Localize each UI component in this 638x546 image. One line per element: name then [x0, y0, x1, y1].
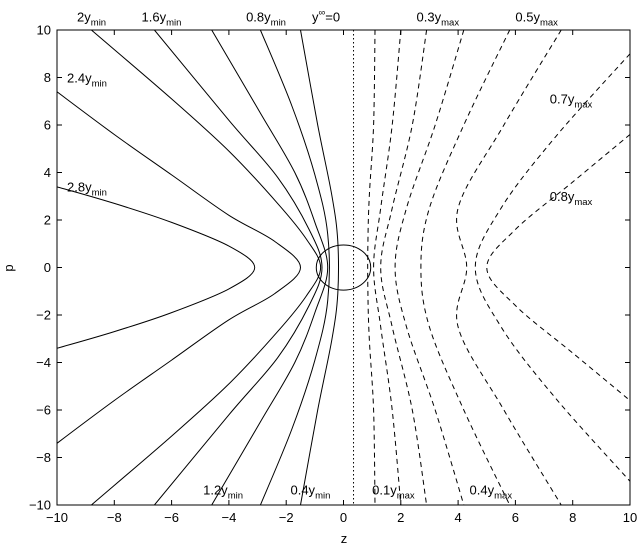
y-axis-label: p — [1, 264, 16, 271]
contour-label: 0.5ymax — [515, 10, 558, 29]
axis-ticks: −10 −8 −6 −4 −2 0 2 4 6 8 10 −10 −8 −6 −4 −2 0 2 4 6 8 10 — [29, 23, 637, 526]
plot-background — [57, 30, 630, 505]
x-tick-label: 10 — [623, 510, 637, 525]
contour-label: 0.4ymax — [470, 482, 513, 501]
x-tick-label: −6 — [164, 510, 179, 525]
contour-label: 0.1ymax — [372, 482, 415, 501]
y-tick-label: −4 — [36, 355, 51, 370]
x-tick-label: 6 — [512, 510, 519, 525]
contour-line-11 — [394, 30, 465, 505]
x-tick-label: −4 — [221, 510, 236, 525]
contour-label: 0.4ymin — [290, 482, 330, 501]
y-tick-label: 8 — [44, 70, 51, 85]
contour-label: 2.8ymin — [67, 180, 107, 199]
y-tick-label: 2 — [44, 213, 51, 228]
contour-label: 1.6ymin — [142, 10, 182, 29]
contour-line-15 — [486, 134, 630, 401]
y-tick-label: −10 — [29, 498, 51, 513]
contour-line-2 — [91, 30, 322, 505]
contour-line-12 — [420, 30, 511, 505]
contour-line-0 — [57, 186, 256, 349]
contour-label: 2.4ymin — [67, 70, 107, 89]
contour-line-1 — [57, 91, 302, 444]
contour-line-14 — [474, 53, 630, 482]
contour-line-6 — [300, 30, 339, 505]
x-tick-label: 2 — [397, 510, 404, 525]
contour-line-4 — [211, 30, 329, 505]
contour-line-5 — [259, 30, 330, 505]
contour-line-13 — [456, 30, 562, 505]
contour-label: 1.2ymin — [203, 482, 243, 501]
contour-label: y∞=0 — [312, 8, 340, 25]
x-tick-label: −2 — [279, 510, 294, 525]
contour-line-3 — [154, 30, 323, 505]
contour-label: 0.8ymax — [550, 189, 593, 208]
y-tick-label: 10 — [37, 23, 51, 38]
x-tick-label: −8 — [107, 510, 122, 525]
x-tick-label: −10 — [46, 510, 68, 525]
contour-label: 2ymin — [77, 10, 106, 29]
contour-label: 0.8ymin — [246, 10, 286, 29]
center-circle — [315, 244, 372, 291]
contour-line-8 — [367, 30, 376, 505]
y-tick-label: 6 — [44, 118, 51, 133]
contour-labels: 2ymin 1.6ymin 0.8ymin y∞=0 0.3ymax 0.5ymax 2.4… — [67, 8, 593, 502]
y-tick-label: −6 — [36, 403, 51, 418]
x-tick-label: 0 — [340, 510, 347, 525]
contour-line-9 — [373, 30, 402, 505]
y-tick-label: −8 — [36, 450, 51, 465]
x-axis-label: z — [341, 531, 348, 546]
x-tick-label: 8 — [569, 510, 576, 525]
contour-curves — [57, 30, 630, 505]
y-tick-label: 0 — [44, 260, 51, 275]
contour-label: 0.7ymax — [550, 92, 593, 111]
y-tick-label: 4 — [44, 165, 51, 180]
y-tick-label: −2 — [36, 308, 51, 323]
contour-label: 0.3ymax — [417, 10, 460, 29]
x-tick-label: 4 — [454, 510, 461, 525]
contour-line-10 — [380, 30, 428, 505]
